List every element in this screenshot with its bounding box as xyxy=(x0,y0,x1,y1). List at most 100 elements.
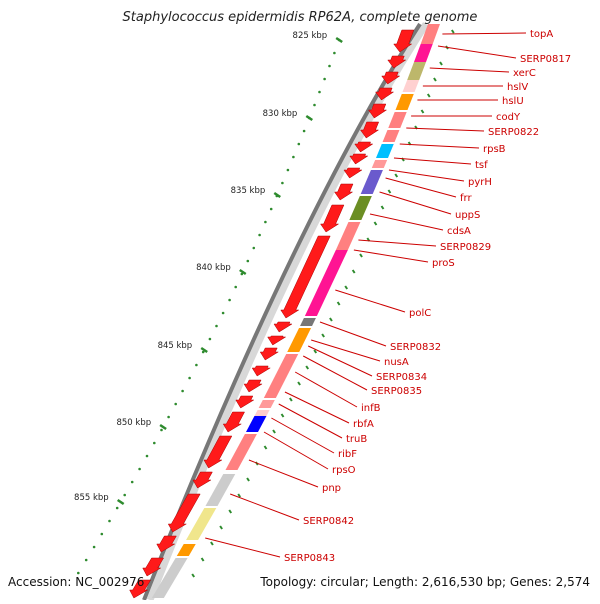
ruler-tick-mark xyxy=(335,36,343,44)
ruler-dot xyxy=(323,77,326,81)
reverse-gene-block xyxy=(375,144,394,158)
minor-tick xyxy=(305,365,310,370)
ruler-dot xyxy=(215,324,218,328)
reverse-gene-block xyxy=(388,112,407,128)
forward-gene-arrow xyxy=(381,71,401,85)
gene-label: ribF xyxy=(338,449,357,460)
reverse-gene-block xyxy=(245,416,267,432)
forward-gene-arrow xyxy=(367,103,388,119)
forward-gene-arrow xyxy=(387,55,407,69)
minor-tick xyxy=(420,109,425,114)
gene-label: SERP0829 xyxy=(440,242,491,253)
reverse-gene-block xyxy=(176,544,196,556)
gene-leader-line xyxy=(429,67,510,73)
gene-leader-line xyxy=(442,32,527,35)
ruler-dot xyxy=(246,259,250,263)
gene-leader-line xyxy=(353,249,429,263)
minor-tick xyxy=(289,397,293,402)
ruler-dot xyxy=(130,480,134,484)
ruler-tick-mark xyxy=(239,268,247,276)
ruler-tick-mark xyxy=(273,191,281,199)
reverse-gene-block xyxy=(371,160,388,168)
gene-leader-line xyxy=(406,127,485,132)
reverse-gene-block xyxy=(335,222,361,250)
gene-leader-line xyxy=(399,143,480,149)
minor-tick xyxy=(373,221,378,226)
reverse-gene-block xyxy=(407,62,427,80)
ruler-dot xyxy=(240,272,244,276)
minor-tick xyxy=(336,301,341,306)
ruler-dot xyxy=(100,532,104,536)
minor-tick xyxy=(200,557,205,562)
gene-label: cdsA xyxy=(447,226,471,237)
accession-value: NC_002976 xyxy=(75,575,145,589)
gene-leader-line xyxy=(302,355,368,391)
gene-leader-line xyxy=(358,239,437,247)
reverse-gene-block xyxy=(414,44,433,62)
ruler-ticks: 825 kbp 830 kbp 835 kbp 840 kbp 845 kbp 850 k… xyxy=(74,31,343,506)
gene-label: SERP0817 xyxy=(520,54,571,65)
gene-leader-line xyxy=(230,493,300,521)
forward-gene-arrow xyxy=(167,493,201,533)
minor-tick xyxy=(344,285,349,290)
reverse-gene-block xyxy=(360,170,383,194)
ruler-dot xyxy=(333,51,336,55)
gene-label: SERP0835 xyxy=(371,386,422,397)
reverse-gene-block xyxy=(304,250,348,316)
gene-leader-line xyxy=(271,417,335,454)
forward-gene-arrow xyxy=(334,183,354,201)
reverse-gene-block xyxy=(258,400,275,408)
ruler-dot xyxy=(269,207,273,211)
minor-tick xyxy=(263,445,268,450)
minor-tick xyxy=(359,253,363,258)
ruler-dot xyxy=(174,402,177,406)
forward-gene-arrow xyxy=(393,29,415,53)
ruler-dot xyxy=(153,441,156,445)
minor-tick xyxy=(351,269,356,274)
forward-gene-arrow xyxy=(273,321,293,333)
topology-footer: Topology: circular; Length: 2,616,530 bp… xyxy=(260,575,590,589)
gene-label: pyrH xyxy=(468,177,492,188)
gene-label: SERP0834 xyxy=(376,372,427,383)
map-title: Staphylococcus epidermidis RP62A, comple… xyxy=(122,10,478,25)
gene-leader-line xyxy=(393,157,472,165)
ruler-dot xyxy=(252,246,256,250)
reverse-gene-block xyxy=(395,94,414,110)
minor-tick xyxy=(191,573,196,578)
gene-label: polC xyxy=(409,308,431,319)
gene-label: pnp xyxy=(322,483,341,494)
forward-gene-arrow xyxy=(343,167,363,179)
ruler-tick-label: 835 kbp xyxy=(231,186,266,196)
gene-leader-line xyxy=(205,537,281,558)
gene-leader-line xyxy=(388,169,465,182)
reverse-gene-block xyxy=(225,434,257,470)
gene-label: rpsO xyxy=(332,465,356,476)
ruler-tick-label: 825 kbp xyxy=(293,31,328,41)
gene-label: SERP0843 xyxy=(284,553,335,564)
gene-leader-line xyxy=(248,459,319,488)
gene-label: hslV xyxy=(507,82,528,93)
gene-leader-line xyxy=(369,213,444,231)
reverse-gene-block xyxy=(186,508,217,540)
ruler-dot xyxy=(234,285,237,289)
ruler-dot xyxy=(195,363,198,367)
ruler-dot xyxy=(281,181,284,185)
ruler-dot xyxy=(108,519,111,523)
ruler-dot xyxy=(77,571,80,575)
minor-tick xyxy=(228,509,233,514)
gene-leader-line xyxy=(311,339,381,362)
ruler-dot xyxy=(138,467,141,471)
minor-tick xyxy=(380,205,385,210)
gene-label: infB xyxy=(361,403,381,414)
ruler-dot xyxy=(264,220,267,224)
ruler-dot xyxy=(313,103,316,107)
gene-leader-line xyxy=(284,391,350,424)
gene-label: truB xyxy=(346,434,367,445)
gene-leader-line xyxy=(437,45,517,59)
reverse-gene-block xyxy=(263,354,299,398)
forward-gene-arrow xyxy=(203,435,233,469)
reverse-gene-block xyxy=(402,80,420,92)
reverse-gene-block xyxy=(287,328,312,352)
